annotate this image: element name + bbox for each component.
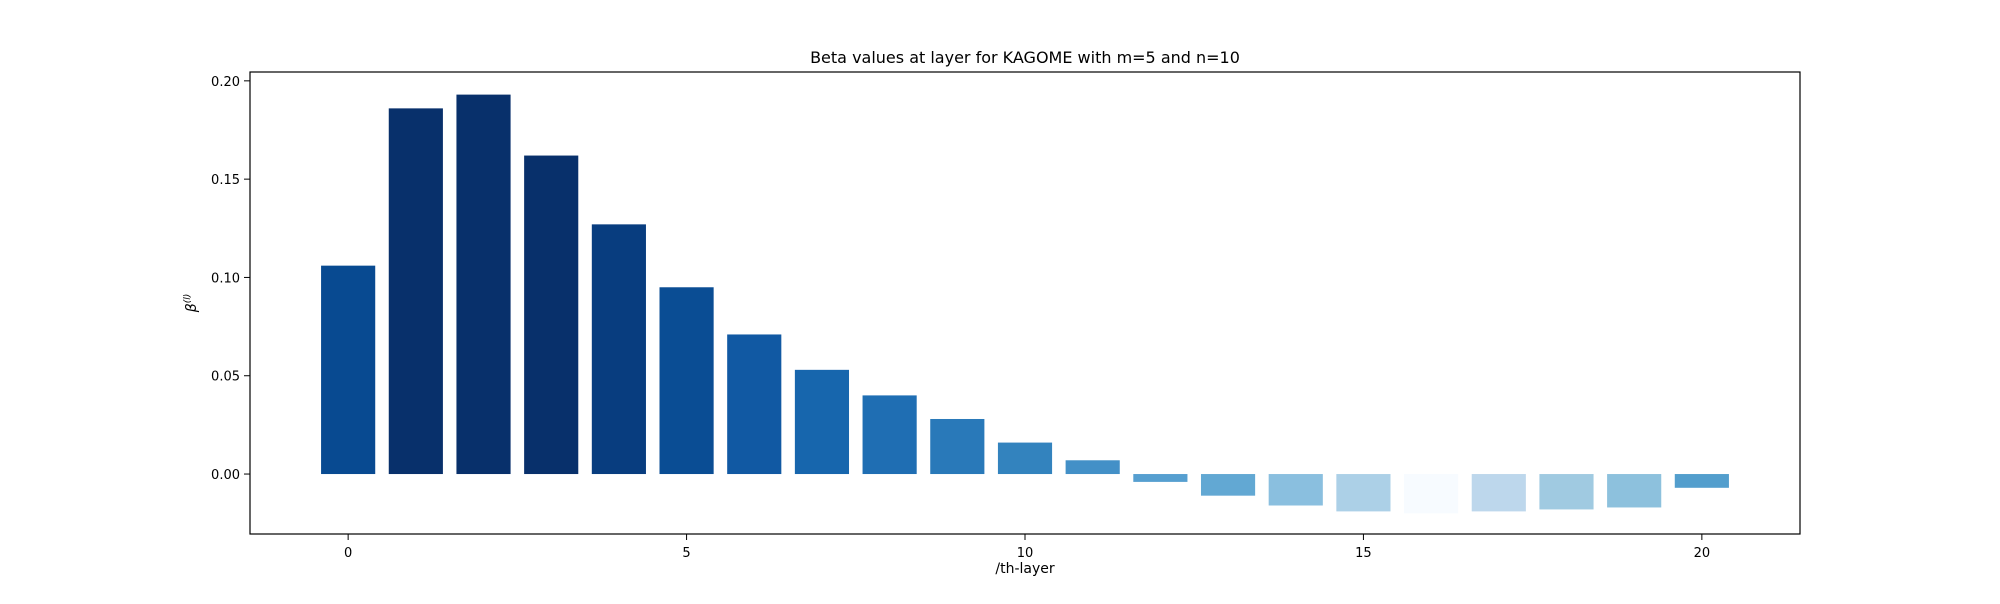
y-axis-label-superscript: (l) [183, 294, 193, 304]
bar-layer-5 [659, 287, 714, 475]
bar-layer-1 [388, 108, 443, 475]
bar-layer-2 [456, 94, 511, 475]
bar-layer-15 [1336, 474, 1391, 512]
y-axis-label: β(l) [183, 294, 200, 313]
x-tick-label: 10 [1017, 546, 1034, 561]
x-tick-label: 5 [682, 546, 690, 561]
bar-layer-18 [1539, 474, 1594, 510]
bar-layer-12 [1133, 474, 1188, 482]
bar-layer-0 [321, 265, 376, 475]
bar-layer-6 [727, 334, 782, 475]
y-tick-label: 0.00 [211, 468, 240, 483]
x-tick-label: 15 [1355, 546, 1372, 561]
bar-layer-20 [1674, 474, 1729, 488]
chart-title: Beta values at layer for KAGOME with m=5… [810, 48, 1240, 67]
x-tick-label: 0 [344, 546, 352, 561]
y-axis-ticks: 0.00 0.05 0.10 0.15 0.20 [211, 75, 250, 483]
x-tick-label: 20 [1694, 546, 1711, 561]
y-tick-label: 0.15 [211, 173, 240, 188]
y-tick-label: 0.10 [211, 271, 240, 286]
bar-layer-13 [1200, 474, 1256, 496]
y-axis-label-base: β [184, 303, 200, 313]
bar-layer-19 [1607, 474, 1662, 508]
bar-layer-7 [794, 369, 850, 475]
bar-layer-9 [930, 418, 985, 475]
bar-layer-17 [1471, 474, 1526, 512]
bar-layer-3 [524, 155, 579, 475]
y-tick-label: 0.20 [211, 75, 240, 90]
bar-layer-11 [1065, 460, 1120, 475]
bar-layer-16 [1404, 474, 1459, 514]
y-tick-label: 0.05 [211, 370, 240, 385]
bar-layer-4 [591, 224, 646, 475]
bar-layer-14 [1268, 474, 1323, 506]
bars-group [321, 94, 1729, 514]
x-axis-ticks: 0 5 10 15 20 [344, 534, 1710, 561]
bar-layer-10 [997, 442, 1053, 475]
x-axis-label: /th-layer [995, 561, 1054, 577]
bar-layer-8 [862, 395, 917, 475]
